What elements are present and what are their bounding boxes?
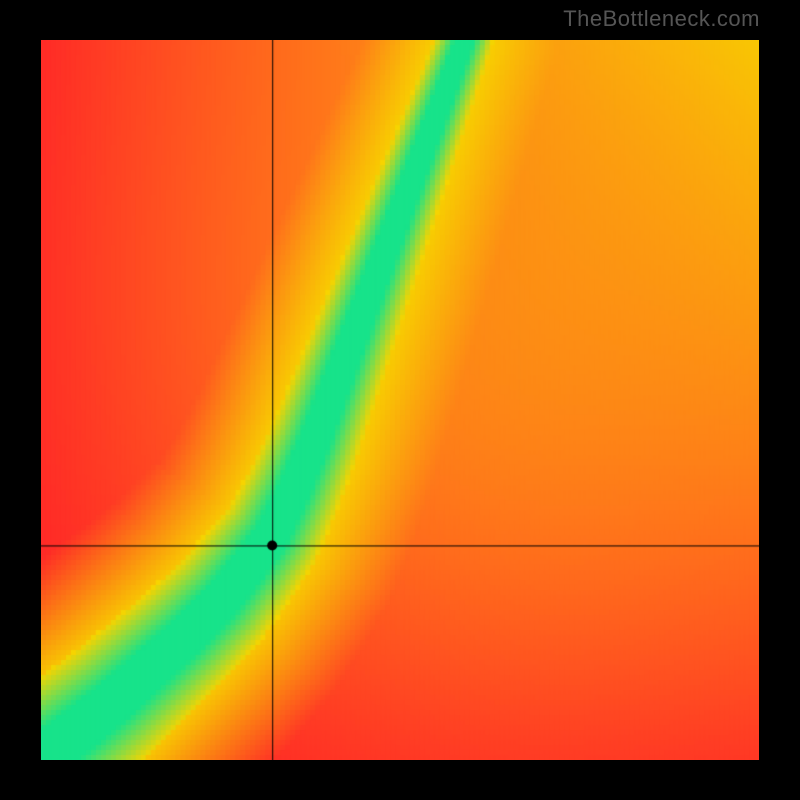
watermark-text: TheBottleneck.com xyxy=(563,6,760,32)
bottleneck-heatmap xyxy=(41,40,759,760)
